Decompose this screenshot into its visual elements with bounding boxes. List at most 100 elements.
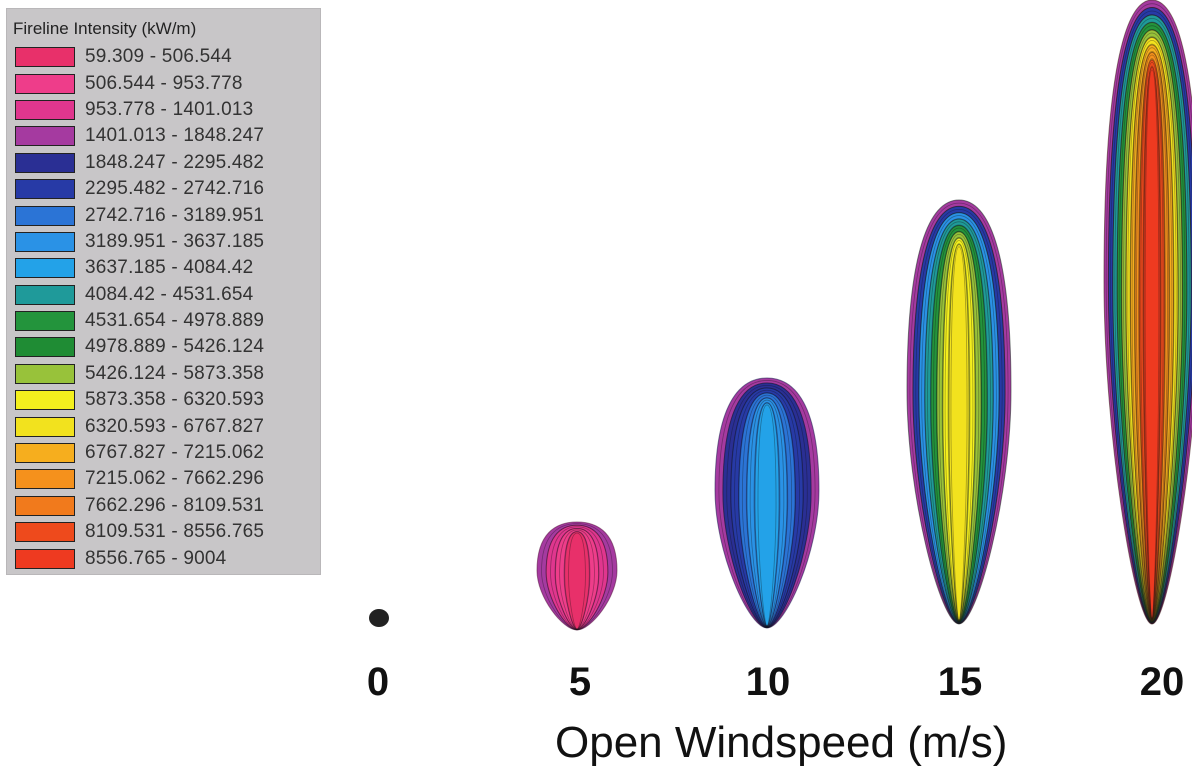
fire-shape-contour <box>924 218 994 623</box>
fire-shape-band <box>948 244 970 621</box>
fire-shape-band <box>754 402 780 627</box>
fire-shape-15 <box>906 199 1012 625</box>
legend-label: 7215.062 - 7662.296 <box>85 468 265 490</box>
legend-label: 4084.42 - 4531.654 <box>85 283 254 305</box>
legend-label: 59.309 - 506.544 <box>85 46 232 68</box>
legend-item: 6767.827 - 7215.062 <box>13 440 320 466</box>
fire-shape-contour <box>741 394 793 627</box>
fire-shape-contour <box>1125 36 1179 622</box>
fire-shape-contour <box>749 399 785 627</box>
fire-shape-contour <box>545 524 609 631</box>
legend-item: 3637.185 - 4084.42 <box>13 255 320 281</box>
fire-shape-contour <box>559 529 595 630</box>
legend-label: 5426.124 - 5873.358 <box>85 362 265 384</box>
fire-shape-0 <box>369 609 389 627</box>
x-axis-tick-label: 20 <box>1139 660 1185 704</box>
legend-item: 5426.124 - 5873.358 <box>13 361 320 387</box>
fire-shape-contour <box>927 221 991 623</box>
fire-shape-contour <box>1133 50 1171 621</box>
legend-swatch <box>15 205 75 226</box>
legend-swatch <box>15 258 75 279</box>
fire-shape-contour <box>935 230 983 622</box>
fire-shape-contour <box>930 224 988 623</box>
legend-label: 4978.889 - 5426.124 <box>85 336 265 358</box>
legend-swatch <box>15 416 75 437</box>
legend-swatch <box>15 548 75 569</box>
legend-swatch <box>15 495 75 516</box>
legend-item: 2742.716 - 3189.951 <box>13 202 320 228</box>
legend-item: 1401.013 - 1848.247 <box>13 123 320 149</box>
fire-shape-contour <box>1120 28 1184 622</box>
fire-shape-contour <box>915 208 1003 624</box>
fire-shape-contour <box>947 243 971 621</box>
fire-shape-10 <box>714 377 820 629</box>
legend-rows: 59.309 - 506.544 506.544 - 953.778 953.778… <box>13 44 320 572</box>
legend-label: 3637.185 - 4084.42 <box>85 257 254 279</box>
fire-shape-contour <box>757 404 777 627</box>
fire-shape-contour <box>554 527 600 630</box>
legend-swatch <box>15 363 75 384</box>
fire-shape-contour <box>753 402 781 627</box>
fire-shape-contour <box>1107 6 1192 624</box>
fire-shape-contour <box>941 236 977 622</box>
fire-shape-contour <box>1129 43 1175 621</box>
legend-item: 4978.889 - 5426.124 <box>13 334 320 360</box>
x-axis-tick-label: 10 <box>745 660 791 704</box>
fire-shape-contour <box>730 387 804 628</box>
legend-title: Fireline Intensity (kW/m) <box>13 19 197 38</box>
fire-shape-contour <box>550 526 604 631</box>
fire-shape-contour <box>912 205 1006 624</box>
fire-shape-contour <box>921 215 997 624</box>
fire-shape-20 <box>1103 0 1192 625</box>
legend-swatch <box>15 443 75 464</box>
legend-label: 3189.951 - 3637.185 <box>85 230 265 252</box>
fire-shape-band <box>1143 66 1161 619</box>
fire-shape-contour <box>1114 17 1190 623</box>
legend-swatch <box>15 126 75 147</box>
legend-swatch <box>15 390 75 411</box>
fire-shape-contour <box>1112 14 1192 624</box>
legend-swatch <box>15 73 75 94</box>
fire-shape-contour <box>944 240 974 622</box>
legend-item: 7215.062 - 7662.296 <box>13 466 320 492</box>
fire-shape-contour <box>1116 21 1188 623</box>
legend-item: 8556.765 - 9004 <box>13 545 320 571</box>
fire-shape-contour <box>568 532 586 630</box>
fire-shape-contour <box>932 227 986 623</box>
fire-shape-contour <box>950 246 968 621</box>
legend-swatch <box>15 311 75 332</box>
fire-shape-contour <box>1123 32 1181 622</box>
fire-shape-band <box>564 531 590 630</box>
fire-shape-contour <box>541 523 613 631</box>
legend-label: 2742.716 - 3189.951 <box>85 204 265 226</box>
legend-label: 2295.482 - 2742.716 <box>85 178 265 200</box>
fire-shape-5 <box>536 521 618 631</box>
fire-shape-contour <box>1142 65 1162 619</box>
fire-shape-contour <box>722 382 812 628</box>
legend-label: 506.544 - 953.778 <box>85 72 243 94</box>
fire-shape-band <box>369 609 389 627</box>
x-axis-tick-label: 5 <box>568 660 592 704</box>
fire-shape-contour <box>1105 3 1192 625</box>
legend-item: 3189.951 - 3637.185 <box>13 229 320 255</box>
x-axis-tick-label: 15 <box>937 660 983 704</box>
legend-label: 4531.654 - 4978.889 <box>85 310 265 332</box>
fire-shape-contour <box>1131 47 1173 621</box>
legend-item: 506.544 - 953.778 <box>13 70 320 96</box>
fire-shape-contour <box>1110 10 1192 624</box>
fire-shape-contour <box>563 531 591 630</box>
legend-item: 1848.247 - 2295.482 <box>13 150 320 176</box>
fire-shape-contour <box>1140 61 1164 620</box>
legend-item: 953.778 - 1401.013 <box>13 97 320 123</box>
legend-swatch <box>15 47 75 68</box>
fire-shape-contour <box>1127 39 1177 622</box>
legend-item: 2295.482 - 2742.716 <box>13 176 320 202</box>
legend-item: 5873.358 - 6320.593 <box>13 387 320 413</box>
legend-swatch <box>15 337 75 358</box>
legend-label: 8556.765 - 9004 <box>85 547 227 569</box>
legend-item: 6320.593 - 6767.827 <box>13 413 320 439</box>
legend-swatch <box>15 522 75 543</box>
legend-swatch <box>15 99 75 120</box>
legend-swatch <box>15 284 75 305</box>
fire-shape-contour <box>1118 25 1186 623</box>
